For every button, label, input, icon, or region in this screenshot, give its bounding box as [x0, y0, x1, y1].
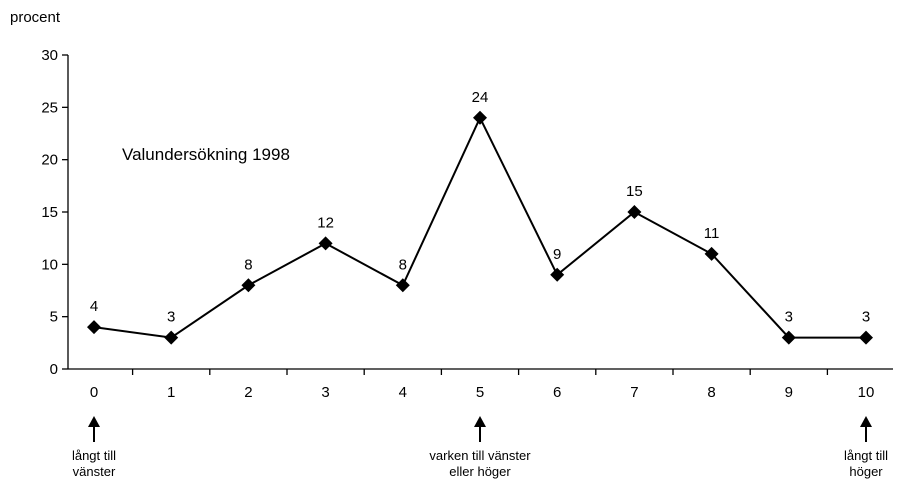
- x-tick-label: 9: [785, 384, 793, 401]
- arrow-up-icon: [88, 416, 100, 427]
- x-tick-label: 3: [321, 384, 329, 401]
- x-tick-label: 1: [167, 384, 175, 401]
- arrow-annotation-label: långt till: [844, 448, 888, 463]
- data-point-marker: [241, 278, 256, 293]
- x-tick-label: 7: [630, 384, 638, 401]
- y-tick-label: 15: [41, 204, 58, 221]
- data-label: 9: [553, 246, 561, 263]
- x-tick-label: 6: [553, 384, 561, 401]
- data-point-marker: [87, 320, 101, 335]
- data-label: 8: [244, 256, 252, 273]
- arrow-annotation-label: eller höger: [449, 464, 511, 479]
- arrow-up-icon: [860, 416, 872, 427]
- data-label: 4: [90, 298, 98, 315]
- x-tick-label: 5: [476, 384, 484, 401]
- chart-annotation: Valundersökning 1998: [122, 145, 290, 164]
- data-point-marker: [550, 267, 565, 282]
- data-label: 12: [317, 214, 334, 231]
- arrow-annotation-label: varken till vänster: [429, 448, 531, 463]
- data-point-marker: [781, 330, 796, 345]
- y-tick-label: 20: [41, 152, 58, 169]
- x-tick-label: 8: [707, 384, 715, 401]
- y-tick-label: 0: [50, 361, 58, 378]
- data-point-marker: [473, 110, 487, 125]
- y-tick-label: 30: [41, 47, 58, 64]
- arrow-annotation-label: höger: [849, 464, 883, 479]
- data-point-marker: [704, 246, 719, 261]
- data-label: 8: [399, 256, 407, 273]
- data-label: 3: [785, 309, 793, 326]
- data-label: 24: [472, 89, 489, 106]
- y-tick-label: 25: [41, 99, 58, 116]
- y-tick-label: 5: [50, 309, 58, 326]
- arrow-up-icon: [474, 416, 486, 427]
- x-tick-label: 10: [858, 384, 875, 401]
- data-point-marker: [627, 205, 642, 219]
- arrow-annotation-label: vänster: [73, 464, 116, 479]
- y-axis-title: procent: [10, 9, 61, 26]
- arrow-annotation-label: långt till: [72, 448, 116, 463]
- y-tick-label: 10: [41, 256, 58, 273]
- data-label: 15: [626, 183, 643, 200]
- data-label: 3: [167, 309, 175, 326]
- data-point-marker: [164, 330, 179, 345]
- x-tick-label: 2: [244, 384, 252, 401]
- x-tick-label: 0: [90, 384, 98, 401]
- data-point-marker: [318, 236, 333, 251]
- data-label: 3: [862, 309, 870, 326]
- data-label: 11: [704, 225, 720, 242]
- data-point-marker: [395, 278, 410, 293]
- x-tick-label: 4: [399, 384, 407, 401]
- data-point-marker: [859, 330, 873, 345]
